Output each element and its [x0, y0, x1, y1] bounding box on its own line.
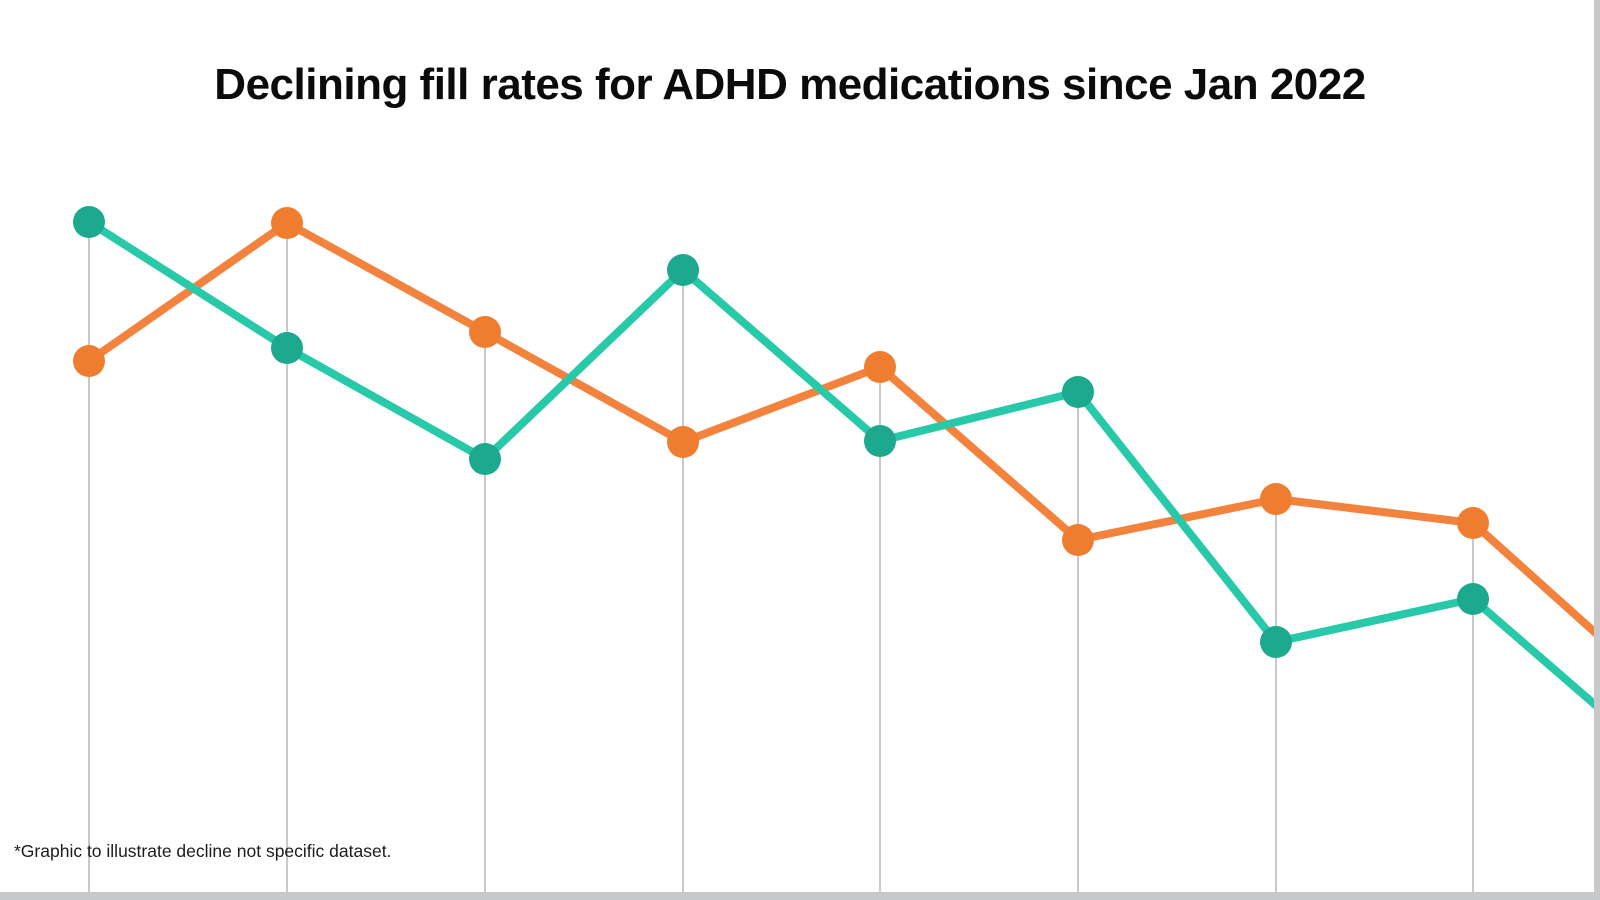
series-orange-data-point: [1062, 524, 1094, 556]
series-orange-line: [86, 219, 1600, 640]
footnote: *Graphic to illustrate decline not speci…: [14, 841, 392, 861]
series-teal-data-point: [1062, 376, 1094, 408]
series-orange-data-point: [1260, 483, 1292, 515]
series-teal-data-point: [1260, 626, 1292, 658]
page-edge-right-strip: [1594, 0, 1600, 900]
series-orange-data-point: [469, 316, 501, 348]
page-edge-bottom-strip: [0, 892, 1600, 900]
series-orange-data-point: [271, 207, 303, 239]
series-teal-data-point: [667, 254, 699, 286]
series-teal-line: [86, 218, 1600, 713]
series-orange-data-point: [667, 426, 699, 458]
series-teal-data-point: [469, 443, 501, 475]
series-teal-data-point: [73, 206, 105, 238]
series-teal-data-point: [864, 425, 896, 457]
series-orange-data-point: [864, 351, 896, 383]
series-orange-data-point: [1457, 507, 1489, 539]
series-teal-data-point: [1457, 583, 1489, 615]
series-orange-data-point: [73, 345, 105, 377]
chart-title: Declining fill rates for ADHD medication…: [214, 60, 1366, 109]
series-teal-data-point: [271, 332, 303, 364]
